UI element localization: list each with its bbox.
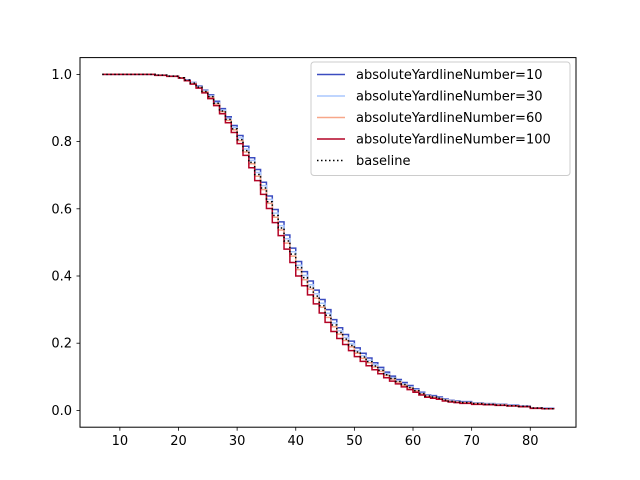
y-tick-label: 0.2 [51, 337, 72, 352]
axes-frame [79, 57, 577, 428]
legend-box [310, 61, 571, 176]
series-layer [102, 73, 555, 410]
x-tick-label: 60 [405, 434, 422, 449]
x-tick-label: 10 [112, 434, 129, 449]
x-tick-label: 80 [522, 434, 539, 449]
series-line-4 [102, 73, 555, 410]
y-tick-label: 0.8 [51, 135, 72, 150]
legend-label: absoluteYardlineNumber=60 [356, 111, 543, 126]
x-tick-label: 70 [463, 434, 480, 449]
x-tick-label: 20 [170, 434, 187, 449]
x-tick-label: 40 [287, 434, 304, 449]
y-axis: 0.0 0.2 0.4 0.6 0.8 1.0 [51, 68, 80, 419]
y-tick-label: 0.4 [51, 270, 72, 285]
x-tick-label: 30 [229, 434, 246, 449]
y-tick-label: 1.0 [51, 68, 72, 83]
y-tick-label: 0.6 [51, 202, 72, 217]
legend-label: absoluteYardlineNumber=30 [356, 90, 543, 105]
x-tick-label: 50 [346, 434, 363, 449]
y-tick-label: 0.0 [51, 404, 72, 419]
x-axis: 10 20 30 40 50 60 70 80 [112, 427, 539, 449]
legend: absoluteYardlineNumber=10 absoluteYardlin… [310, 61, 571, 176]
series-line-3 [102, 73, 555, 410]
legend-label: absoluteYardlineNumber=10 [356, 68, 543, 83]
legend-label: absoluteYardlineNumber=100 [356, 133, 551, 148]
legend-label: baseline [356, 154, 410, 169]
